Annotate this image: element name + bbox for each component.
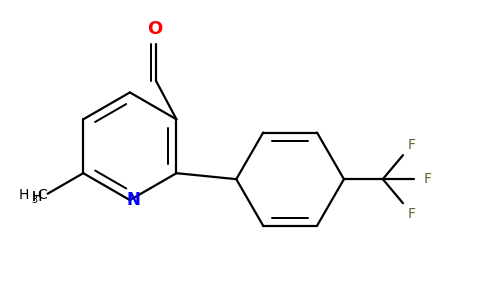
Text: 3: 3 (31, 195, 37, 205)
Text: N: N (127, 191, 140, 209)
Text: H: H (31, 190, 42, 204)
Text: F: F (408, 138, 416, 152)
Text: F: F (408, 206, 416, 220)
Text: O: O (147, 20, 162, 38)
Text: F: F (424, 172, 432, 186)
Text: H: H (31, 190, 42, 204)
Text: C: C (38, 188, 47, 202)
Text: H: H (18, 188, 29, 202)
